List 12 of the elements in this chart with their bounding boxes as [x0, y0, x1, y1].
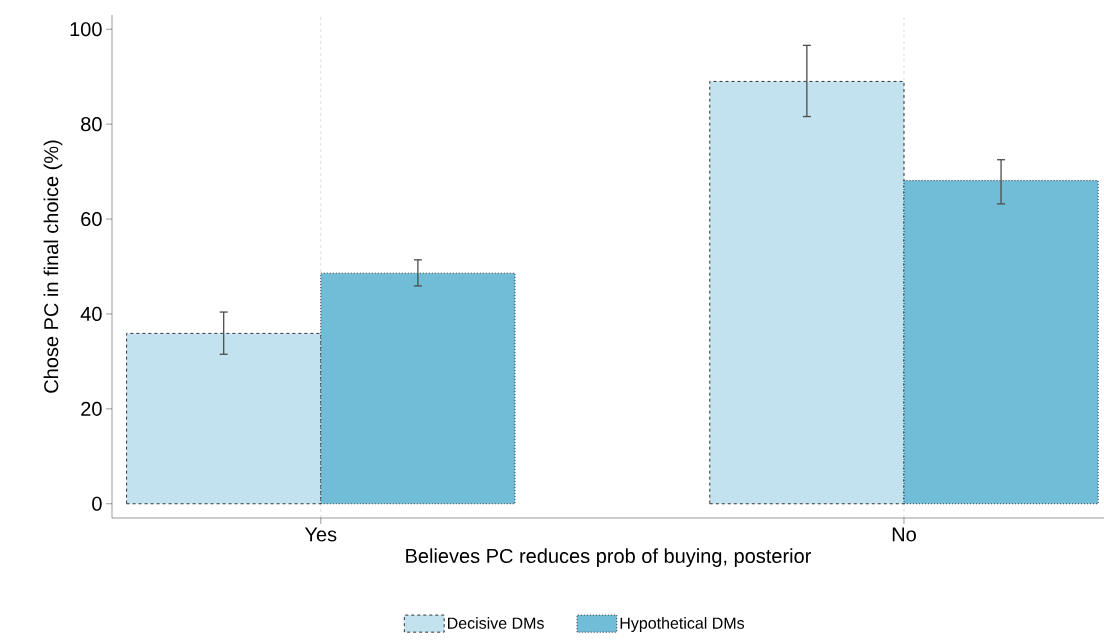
legend-label: Hypothetical DMs — [620, 617, 745, 632]
legend-label: Decisive DMs — [448, 617, 544, 629]
x-axis-title: Believes PC reduces prob of buying, posterior — [406, 548, 812, 567]
y-tick-label: 80 — [81, 117, 102, 132]
x-tick-label: Yes — [304, 527, 337, 542]
y-tick-label: 100 — [70, 22, 102, 37]
y-tick-label: 0 — [92, 496, 102, 511]
y-tick-label: 60 — [81, 211, 102, 227]
x-tick-label: No — [892, 527, 916, 542]
y-tick-label: 20 — [81, 401, 102, 416]
y-tick-label: 40 — [80, 306, 102, 322]
y-axis-title: Chose PC in final choice (%) — [43, 140, 63, 393]
